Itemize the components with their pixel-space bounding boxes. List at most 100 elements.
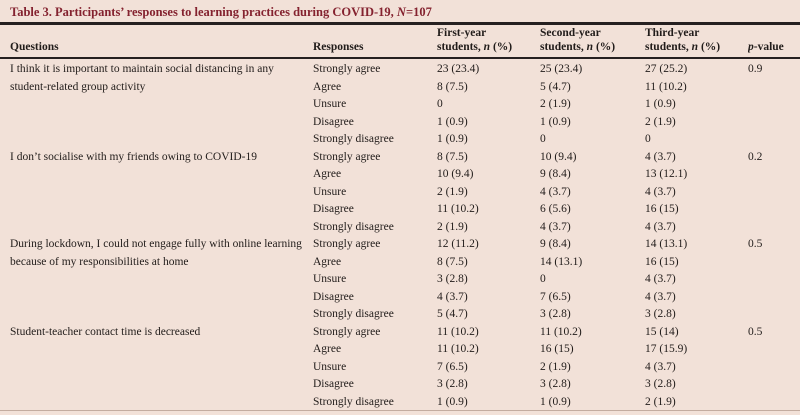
second-year-cell: 3 (2.8) xyxy=(540,378,571,390)
n-symbol: n xyxy=(691,40,699,53)
table-row: Strongly agree 23 (23.4) 25 (23.4) 27 (25.2… xyxy=(313,61,800,79)
table-title-text: Table 3. Participants’ responses to lear… xyxy=(10,5,397,19)
p-value-cell xyxy=(748,219,800,237)
question-group: I don’t socialise with my friends owing … xyxy=(0,149,800,237)
response-rows: Strongly agree 8 (7.5) 10 (9.4) 4 (3.7) 0.2 A… xyxy=(313,149,800,237)
p-value-cell: 0.9 xyxy=(748,63,763,75)
table-row: Strongly agree 11 (10.2) 11 (10.2) 15 (14) 0… xyxy=(313,324,800,342)
pct-label: (%) xyxy=(698,40,721,53)
second-year-cell: 10 (9.4) xyxy=(540,150,577,163)
table-row: Strongly agree 8 (7.5) 10 (9.4) 4 (3.7) 0.2 xyxy=(313,149,800,167)
table-row: Disagree 3 (2.8) 3 (2.8) 3 (2.8) xyxy=(313,376,800,394)
second-year-cell: 7 (6.5) xyxy=(540,290,571,303)
p-value-cell xyxy=(748,166,800,184)
first-year-cell: 10 (9.4) xyxy=(437,168,474,180)
table-row: Strongly agree 12 (11.2) 9 (8.4) 14 (13.1) 0… xyxy=(313,236,800,254)
first-year-cell: 7 (6.5) xyxy=(437,360,468,373)
first-year-cell: 1 (0.9) xyxy=(437,395,468,408)
second-year-cell: 1 (0.9) xyxy=(540,115,571,128)
third-year-cell: 27 (25.2) xyxy=(645,63,688,75)
first-year-cell: 8 (7.5) xyxy=(437,150,468,163)
table-row: Agree 8 (7.5) 5 (4.7) 11 (10.2) xyxy=(313,79,800,97)
col-header-third-year-line2: students, n (%) xyxy=(645,41,748,55)
response-cell: Strongly disagree xyxy=(313,395,394,408)
p-value-cell xyxy=(748,96,800,114)
second-year-cell: 0 xyxy=(540,133,546,145)
first-year-cell: 2 (1.9) xyxy=(437,220,468,233)
n-symbol: n xyxy=(586,40,594,53)
table-row: Unsure 2 (1.9) 4 (3.7) 4 (3.7) xyxy=(313,184,800,202)
third-year-cell: 16 (15) xyxy=(645,255,679,268)
second-year-cell: 25 (23.4) xyxy=(540,63,583,75)
table-row: Disagree 1 (0.9) 1 (0.9) 2 (1.9) xyxy=(313,114,800,132)
table-row: Unsure 3 (2.8) 0 4 (3.7) xyxy=(313,271,800,289)
col-header-first-year-line2: students, n (%) xyxy=(437,41,540,55)
response-cell: Strongly disagree xyxy=(313,308,394,320)
second-year-cell: 4 (3.7) xyxy=(540,220,571,233)
first-year-cell: 3 (2.8) xyxy=(437,273,468,285)
first-year-cell: 11 (10.2) xyxy=(437,203,479,215)
p-value-cell xyxy=(748,394,800,412)
p-value-cell xyxy=(748,289,800,307)
second-year-cell: 14 (13.1) xyxy=(540,255,583,268)
second-year-cell: 2 (1.9) xyxy=(540,98,571,110)
response-cell: Strongly disagree xyxy=(313,220,394,233)
response-rows: Strongly agree 11 (10.2) 11 (10.2) 15 (14) 0… xyxy=(313,324,800,412)
first-year-cell: 23 (23.4) xyxy=(437,63,480,75)
question-group: During lockdown, I could not engage full… xyxy=(0,236,800,324)
first-year-cell: 5 (4.7) xyxy=(437,308,468,320)
pct-label: (%) xyxy=(593,40,616,53)
p-value-cell xyxy=(748,254,800,272)
third-year-cell: 0 xyxy=(645,133,651,145)
table-title-n-italic: N xyxy=(396,5,406,19)
third-year-cell: 3 (2.8) xyxy=(645,308,676,320)
third-year-cell: 16 (15) xyxy=(645,203,679,215)
p-value-cell xyxy=(748,114,800,132)
first-year-cell: 3 (2.8) xyxy=(437,378,468,390)
col-header-questions: Questions xyxy=(10,40,59,53)
first-year-cell: 1 (0.9) xyxy=(437,115,468,128)
response-cell: Unsure xyxy=(313,273,347,285)
students-label: students, xyxy=(437,40,484,53)
response-cell: Strongly agree xyxy=(313,238,381,250)
table-title: Table 3. Participants’ responses to lear… xyxy=(0,0,800,25)
p-value-cell: 0.2 xyxy=(748,150,763,163)
third-year-cell: 4 (3.7) xyxy=(645,185,676,198)
col-header-p-value: p-value xyxy=(748,41,800,55)
first-year-cell: 11 (10.2) xyxy=(437,343,479,355)
pct-label: (%) xyxy=(490,40,513,53)
third-year-cell: 13 (12.1) xyxy=(645,168,688,180)
col-header-responses: Responses xyxy=(313,40,364,53)
table-row: Unsure 7 (6.5) 2 (1.9) 4 (3.7) xyxy=(313,359,800,377)
col-header-second-year-line1: Second-year xyxy=(540,27,601,39)
table-row: Unsure 0 2 (1.9) 1 (0.9) xyxy=(313,96,800,114)
students-label: students, xyxy=(540,40,587,53)
first-year-cell: 0 xyxy=(437,98,443,110)
question-group: I think it is important to maintain soci… xyxy=(0,61,800,149)
first-year-cell: 1 (0.9) xyxy=(437,133,468,145)
response-cell: Agree xyxy=(313,168,342,180)
question-text: During lockdown, I could not engage full… xyxy=(10,238,302,268)
col-header-second-year: Second-year students, n (%) xyxy=(540,27,645,54)
third-year-cell: 4 (3.7) xyxy=(645,290,676,303)
first-year-cell: 4 (3.7) xyxy=(437,290,468,303)
question-text: I don’t socialise with my friends owing … xyxy=(10,150,258,163)
third-year-cell: 14 (13.1) xyxy=(645,238,688,250)
response-cell: Disagree xyxy=(313,115,354,128)
table-header: Questions Responses First-year students,… xyxy=(0,25,800,59)
third-year-cell: 11 (10.2) xyxy=(645,80,687,93)
second-year-cell: 4 (3.7) xyxy=(540,185,571,198)
table-row: Agree 10 (9.4) 9 (8.4) 13 (12.1) xyxy=(313,166,800,184)
second-year-cell: 5 (4.7) xyxy=(540,80,571,93)
response-cell: Strongly agree xyxy=(313,150,381,163)
p-value-cell xyxy=(748,79,800,97)
table-row: Agree 11 (10.2) 16 (15) 17 (15.9) xyxy=(313,341,800,359)
table-body: I think it is important to maintain soci… xyxy=(0,59,800,411)
response-cell: Unsure xyxy=(313,360,347,373)
first-year-cell: 12 (11.2) xyxy=(437,238,479,250)
table-row: Strongly disagree 2 (1.9) 4 (3.7) 4 (3.7) xyxy=(313,219,800,237)
third-year-cell: 2 (1.9) xyxy=(645,395,676,408)
first-year-cell: 8 (7.5) xyxy=(437,80,468,93)
second-year-cell: 9 (8.4) xyxy=(540,168,571,180)
